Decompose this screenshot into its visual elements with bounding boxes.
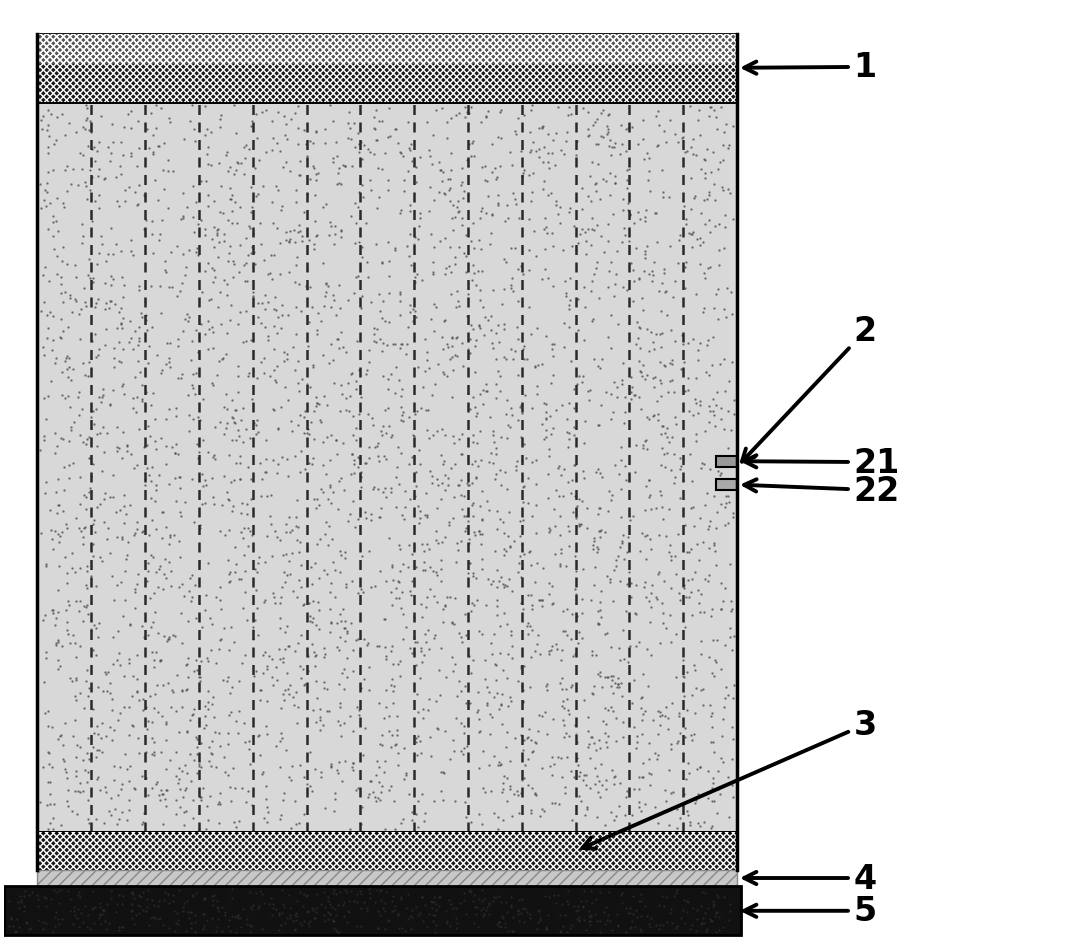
Bar xyxy=(37,869,738,886)
Bar xyxy=(37,833,738,869)
Bar xyxy=(716,480,738,491)
Bar xyxy=(37,35,738,65)
Text: 22: 22 xyxy=(744,474,900,507)
Text: 4: 4 xyxy=(744,862,877,895)
Bar xyxy=(4,886,741,936)
Text: 2: 2 xyxy=(742,315,877,463)
Bar xyxy=(37,35,738,102)
Text: 3: 3 xyxy=(583,708,877,849)
Text: 21: 21 xyxy=(744,447,900,480)
Bar xyxy=(37,833,738,869)
Text: 5: 5 xyxy=(744,894,877,927)
Bar xyxy=(37,35,738,65)
Bar xyxy=(37,35,738,102)
Bar xyxy=(37,102,738,833)
Text: 1: 1 xyxy=(744,51,877,84)
Bar xyxy=(716,456,738,467)
